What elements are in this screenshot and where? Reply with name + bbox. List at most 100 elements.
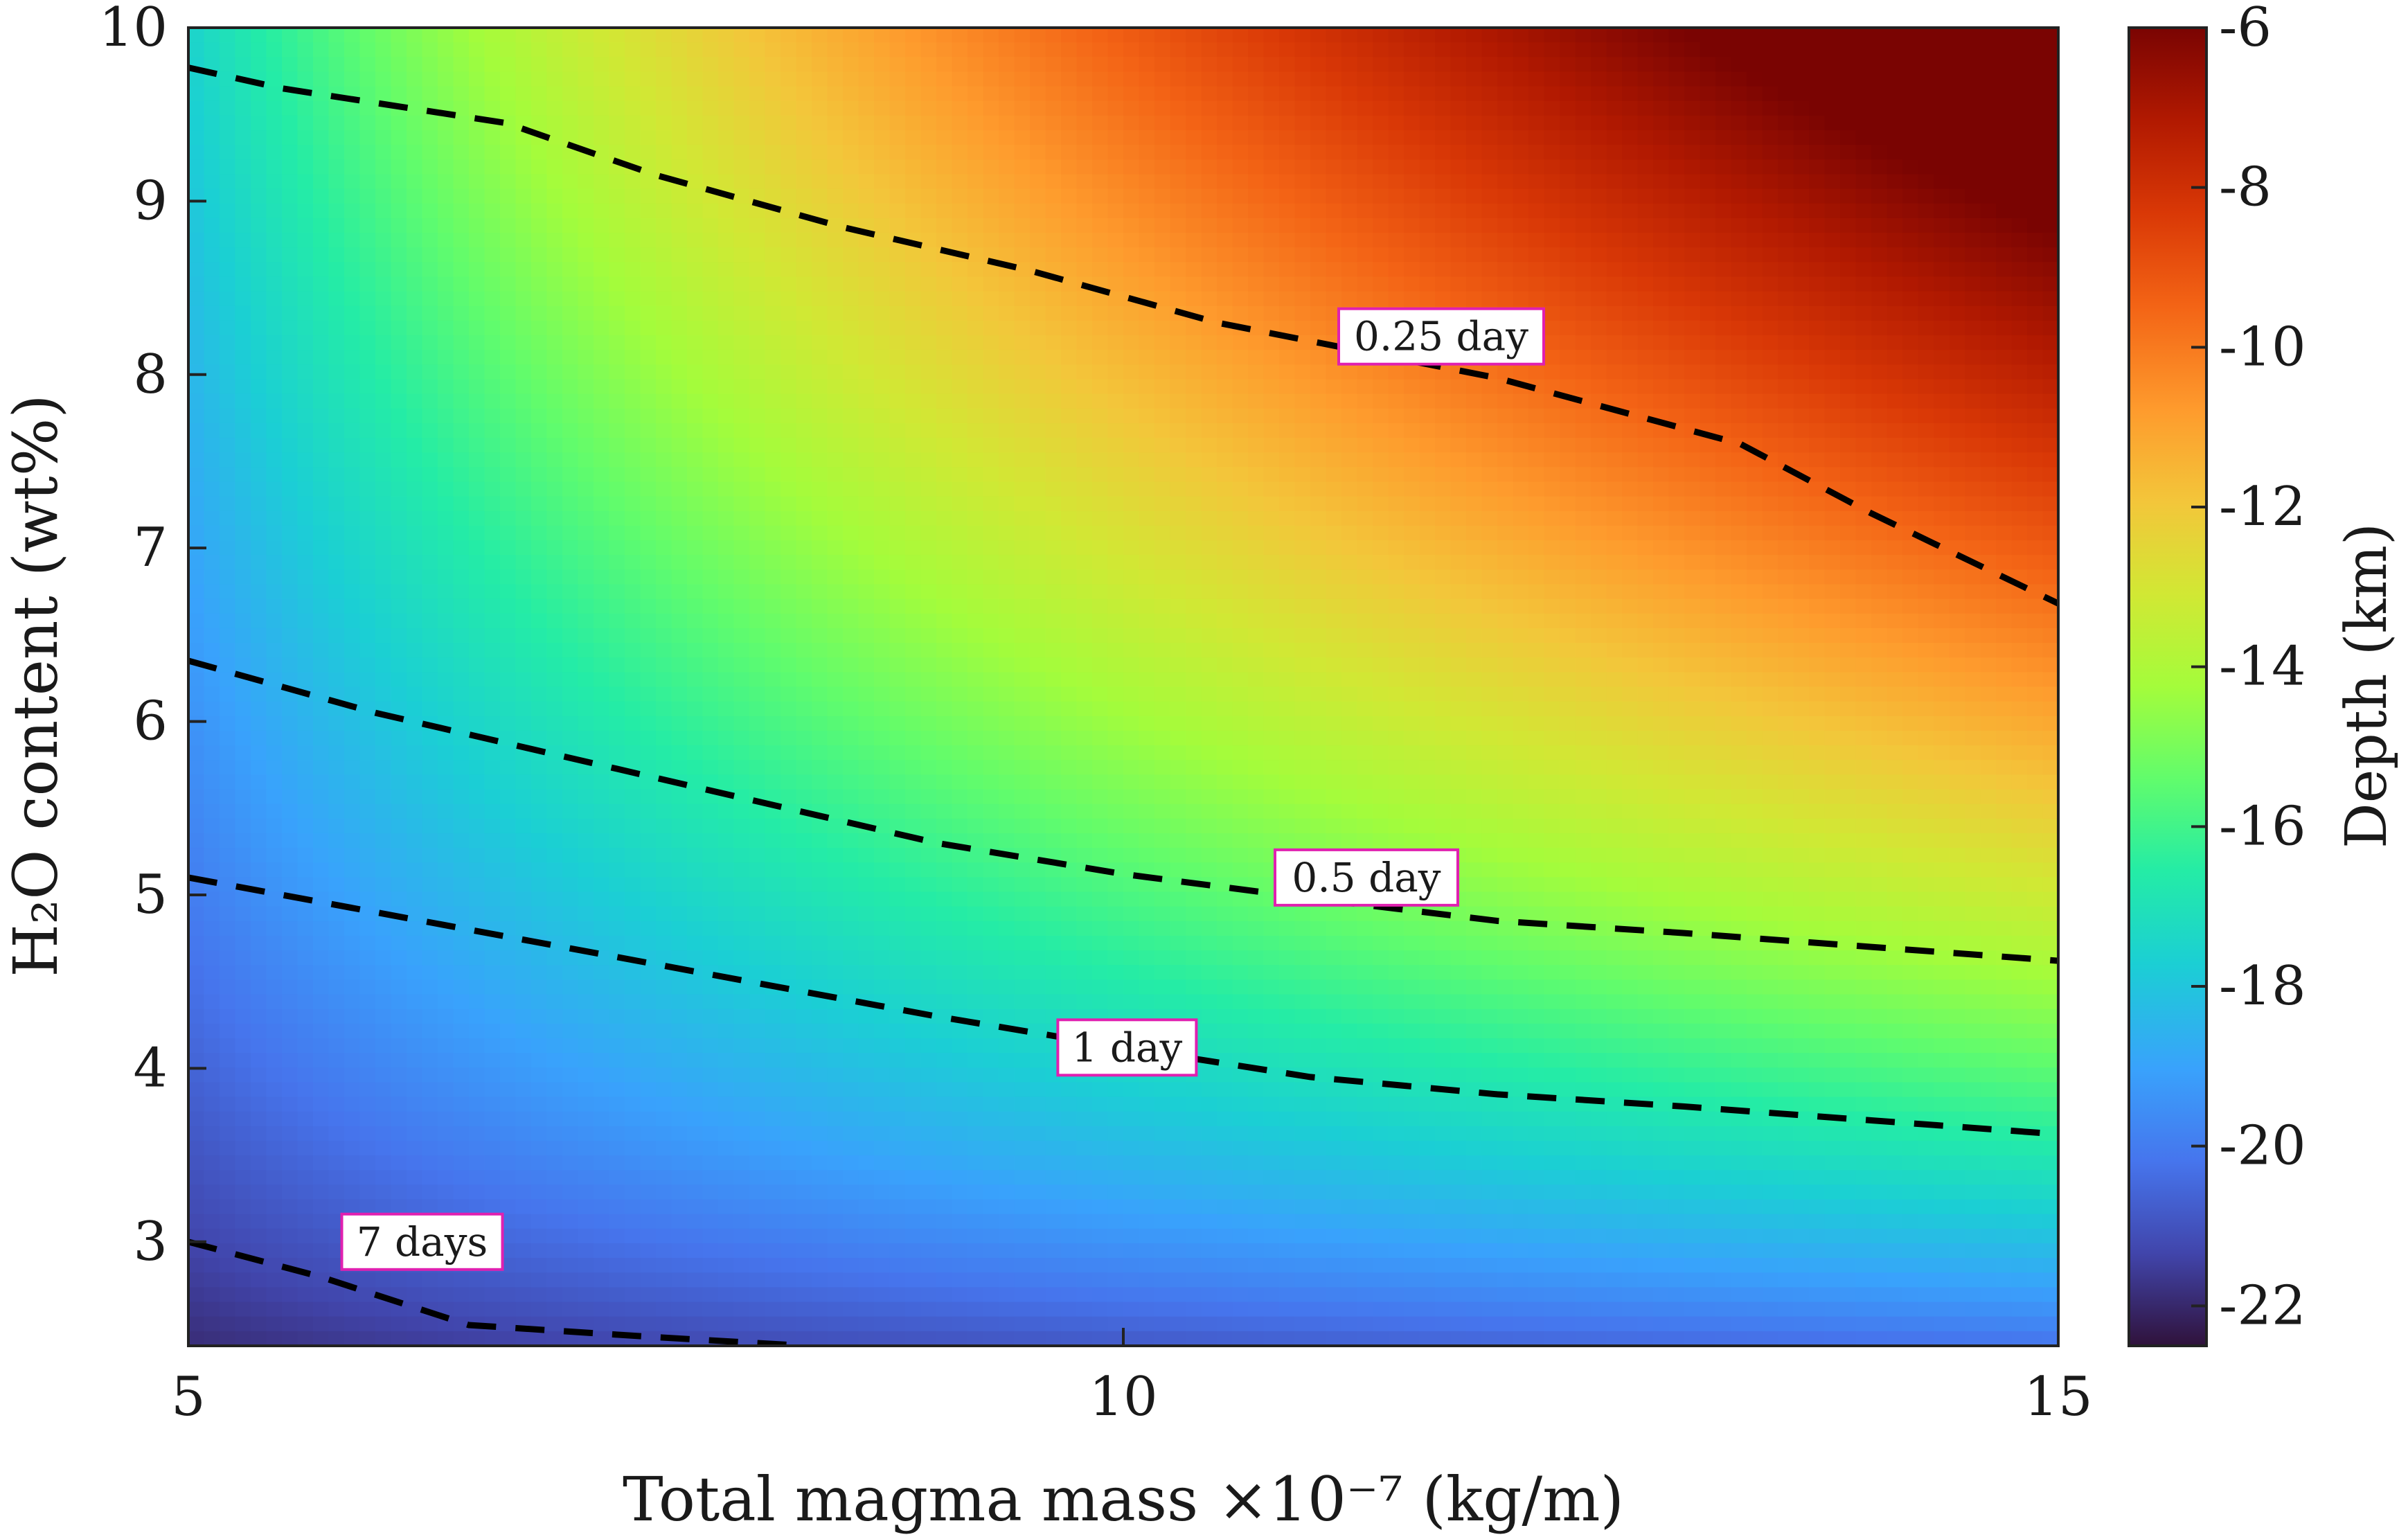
heatmap-cell [266,598,283,614]
heatmap-cell [297,716,314,731]
heatmap-cell [375,598,392,614]
heatmap-cell [983,42,999,58]
heatmap-cell [905,1023,922,1039]
heatmap-cell [687,1184,704,1200]
heatmap-cell [702,716,719,731]
heatmap-cell [407,848,423,864]
heatmap-cell [282,203,298,219]
heatmap-cell [889,730,906,746]
heatmap-cell [531,364,548,380]
heatmap-cell [562,1272,579,1288]
heatmap-cell [422,935,438,951]
heatmap-cell [656,262,672,278]
heatmap-cell [1030,745,1046,761]
heatmap-cell [671,393,688,409]
heatmap-cell [920,1067,937,1083]
heatmap-cell [983,789,999,805]
heatmap-cell [344,467,361,483]
heatmap-cell [1045,716,1062,731]
heatmap-cell [438,1184,454,1200]
heatmap-cell [812,1258,828,1274]
heatmap-cell [344,789,361,805]
heatmap-cell [967,1272,984,1288]
heatmap-cell [375,525,392,541]
heatmap-cell [344,481,361,497]
heatmap-cell [671,1067,688,1083]
heatmap-cell [188,276,205,292]
heatmap-cell [920,467,937,483]
heatmap-cell [1030,1199,1046,1215]
heatmap-cell [874,291,891,307]
heatmap-cell [671,1214,688,1229]
heatmap-cell [469,174,485,190]
heatmap-cell [858,276,875,292]
heatmap-cell [251,379,267,395]
heatmap-cell [375,540,392,556]
heatmap-cell [827,145,844,161]
heatmap-cell [967,598,984,614]
heatmap-cell [407,1272,423,1288]
heatmap-cell [188,291,205,307]
heatmap-cell [702,598,719,614]
heatmap-cell [328,803,345,819]
heatmap-cell [967,1111,984,1127]
heatmap-cell [905,86,922,102]
heatmap-cell [843,159,859,175]
heatmap-cell [328,730,345,746]
heatmap-cell [235,584,251,600]
heatmap-cell [375,994,392,1010]
heatmap-cell [235,657,251,673]
heatmap-cell [733,393,750,409]
heatmap-cell [671,1228,688,1244]
heatmap-cell [967,276,984,292]
heatmap-cell [469,379,485,395]
heatmap-cell [251,921,267,936]
heatmap-cell [469,1023,485,1039]
heatmap-cell [297,1155,314,1171]
heatmap-cell [749,233,766,248]
heatmap-cell [656,393,672,409]
heatmap-cell [827,774,844,790]
heatmap-cell [438,789,454,805]
heatmap-cell [578,379,594,395]
heatmap-cell [204,481,220,497]
heatmap-cell [812,848,828,864]
heatmap-cell [422,28,438,43]
heatmap-cell [500,760,517,776]
heatmap-cell [375,584,392,600]
heatmap-cell [656,569,672,585]
heatmap-cell [843,979,859,995]
heatmap-cell [531,716,548,731]
heatmap-cell [999,1009,1015,1024]
heatmap-cell [438,862,454,878]
heatmap-cell [1030,364,1046,380]
heatmap-cell [220,379,236,395]
heatmap-cell [765,877,781,893]
heatmap-cell [983,423,999,438]
heatmap-cell [484,701,501,717]
heatmap-cell [562,643,579,659]
heatmap-cell [827,803,844,819]
heatmap-cell [1045,335,1062,350]
heatmap-cell [967,921,984,936]
heatmap-cell [407,1331,423,1346]
heatmap-cell [812,1096,828,1112]
heatmap-cell [282,672,298,688]
heatmap-cell [843,657,859,673]
heatmap-cell [422,906,438,922]
heatmap-cell [469,510,485,526]
heatmap-cell [656,86,672,102]
heatmap-cell [983,950,999,966]
heatmap-cell [484,1023,501,1039]
heatmap-cell [889,701,906,717]
heatmap-cell [718,1287,735,1303]
heatmap-cell [594,130,610,145]
heatmap-cell [999,42,1015,58]
heatmap-cell [313,1199,330,1215]
heatmap-cell [812,891,828,907]
heatmap-cell [640,1214,657,1229]
heatmap-cell [1030,481,1046,497]
heatmap-cell [453,979,470,995]
heatmap-cell [266,1228,283,1244]
heatmap-cell [188,1184,205,1200]
